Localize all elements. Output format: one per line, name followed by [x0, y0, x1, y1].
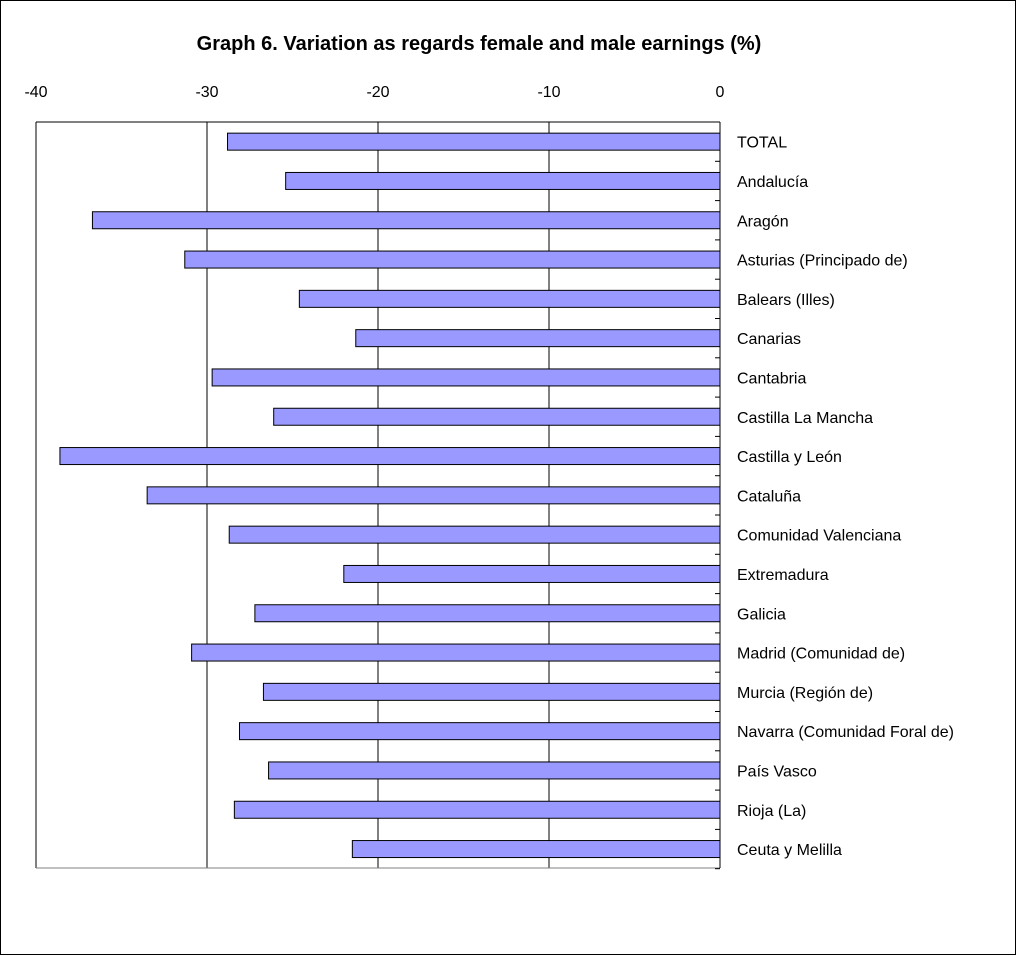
category-label: Comunidad Valenciana: [737, 528, 901, 545]
category-label: Cataluña: [737, 488, 801, 505]
x-tick-label: 0: [716, 84, 725, 101]
category-label: Andalucía: [737, 174, 808, 191]
bar: [228, 525, 721, 544]
category-label: Balears (Illes): [737, 292, 835, 309]
axis-layer: [36, 121, 721, 870]
bar: [351, 840, 721, 859]
x-tick-label: -30: [195, 84, 218, 101]
bar: [285, 171, 721, 190]
bar: [254, 604, 721, 623]
bar: [343, 564, 721, 583]
category-label: Castilla y León: [737, 449, 842, 466]
category-label: Galicia: [737, 606, 786, 623]
bar: [298, 289, 721, 308]
category-label: Asturias (Principado de): [737, 253, 908, 270]
category-label: Madrid (Comunidad de): [737, 646, 905, 663]
category-label: Rioja (La): [737, 803, 806, 820]
category-label: Murcia (Región de): [737, 685, 873, 702]
x-tick-label: -10: [537, 84, 560, 101]
bar: [273, 407, 721, 426]
category-label: Ceuta y Melilla: [737, 842, 842, 859]
bar: [355, 329, 721, 348]
x-tick-label: -40: [24, 84, 47, 101]
bar: [59, 447, 721, 466]
category-label: Navarra (Comunidad Foral de): [737, 724, 954, 741]
x-tick-label: -20: [366, 84, 389, 101]
category-label: País Vasco: [737, 763, 817, 780]
bar: [233, 800, 721, 819]
category-label: Cantabria: [737, 370, 806, 387]
category-label: Aragón: [737, 213, 789, 230]
bar: [191, 643, 721, 662]
category-label: Castilla La Mancha: [737, 410, 873, 427]
bar: [211, 368, 721, 387]
chart-title: Graph 6. Variation as regards female and…: [196, 33, 762, 55]
category-label: TOTAL: [737, 135, 787, 152]
category-label: Extremadura: [737, 567, 829, 584]
category-label: Canarias: [737, 331, 801, 348]
bar: [91, 211, 721, 230]
bar: [184, 250, 721, 269]
bar: [146, 486, 721, 505]
bar: [227, 132, 721, 151]
bar-layer: [59, 132, 721, 859]
bar: [268, 761, 721, 780]
bar: [262, 682, 721, 701]
label-layer: -40 -30 -20 -10 0 TOTAL Andalucía Aragón Asturia…: [24, 84, 954, 859]
bar: [238, 722, 721, 741]
